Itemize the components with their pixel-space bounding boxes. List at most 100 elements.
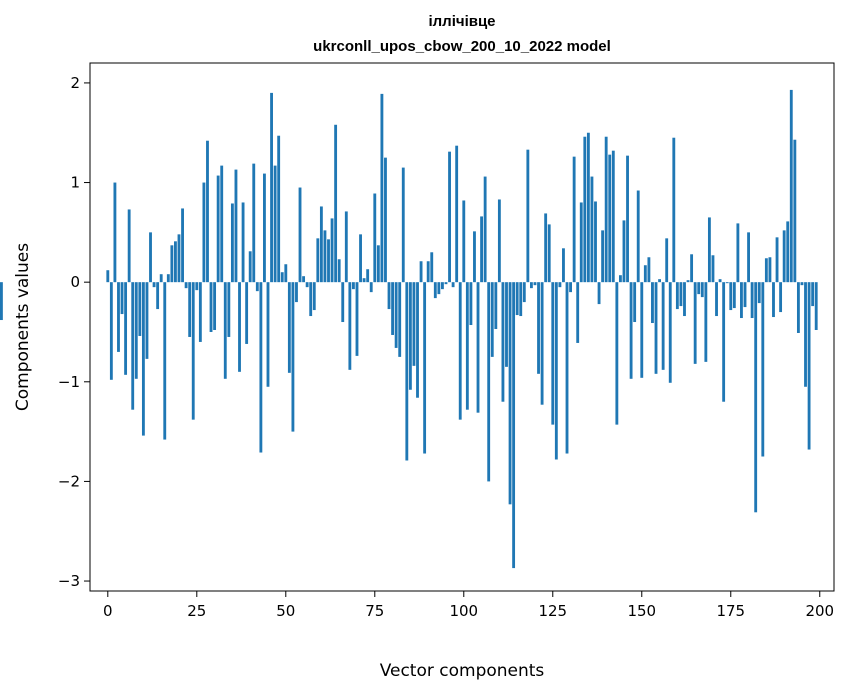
bar: [715, 282, 718, 317]
bar: [106, 270, 110, 283]
bar: [722, 282, 726, 402]
bar: [533, 282, 537, 286]
bar: [750, 282, 754, 319]
bar: [341, 282, 345, 323]
bar: [718, 279, 722, 283]
bar: [408, 282, 412, 390]
bar: [419, 261, 423, 283]
bar: [480, 216, 484, 283]
bar: [768, 257, 772, 283]
bar: [558, 282, 562, 288]
x-tick-label: 0: [103, 602, 113, 620]
bar: [804, 282, 807, 387]
bar: [572, 156, 576, 283]
y-tick-label: −1: [58, 373, 80, 391]
bar: [622, 220, 626, 283]
bar: [690, 254, 694, 283]
bar: [647, 257, 651, 283]
bar: [234, 169, 238, 283]
bar: [601, 230, 605, 283]
bar: [355, 282, 359, 356]
bar: [700, 282, 704, 298]
bar: [284, 264, 288, 283]
bar: [743, 282, 747, 308]
bar: [273, 165, 277, 283]
bar: [156, 282, 160, 310]
bar: [661, 282, 665, 370]
bar: [736, 223, 740, 283]
bar: [732, 282, 736, 309]
bar: [384, 157, 387, 283]
x-tick-label: 200: [805, 602, 834, 620]
bar: [359, 234, 362, 283]
bar: [266, 282, 270, 387]
bar: [184, 282, 188, 289]
bar: [462, 200, 466, 283]
bar: [754, 282, 758, 513]
bar: [426, 261, 430, 283]
bar: [640, 282, 644, 378]
bar: [611, 150, 615, 283]
bar: [597, 282, 601, 305]
bar: [796, 282, 800, 333]
bar: [811, 282, 815, 307]
bar: [437, 282, 441, 295]
bar: [554, 282, 558, 460]
bar: [170, 245, 174, 283]
bar: [280, 272, 284, 283]
bar: [615, 282, 619, 425]
bar: [305, 282, 309, 288]
bar: [505, 282, 508, 367]
bar: [772, 282, 775, 318]
bar: [594, 201, 597, 283]
bar: [629, 282, 633, 379]
bar: [394, 282, 398, 348]
bar: [277, 135, 281, 283]
bar: [223, 282, 227, 379]
bar: [707, 217, 711, 283]
y-tick-label: 2: [70, 74, 80, 92]
x-axis-label: Vector components: [380, 661, 545, 681]
bar: [401, 167, 405, 283]
bar: [298, 187, 302, 283]
bar: [704, 282, 708, 362]
bar: [473, 231, 476, 283]
bar: [373, 193, 377, 283]
bar: [177, 234, 181, 283]
bar: [604, 136, 608, 283]
bar: [793, 139, 797, 283]
bar: [569, 282, 572, 293]
bar: [686, 280, 690, 283]
bar: [679, 282, 683, 307]
bar: [618, 275, 622, 283]
bar: [782, 230, 786, 283]
bar: [348, 282, 352, 370]
bar: [675, 282, 679, 310]
bar: [145, 282, 149, 359]
bar: [576, 282, 580, 343]
bar: [494, 282, 498, 329]
bar: [490, 282, 494, 357]
bar: [259, 282, 263, 453]
bar: [166, 274, 170, 283]
bar: [405, 282, 409, 461]
bar: [729, 282, 733, 311]
bar: [387, 282, 391, 310]
bar: [512, 282, 516, 569]
bar: [626, 155, 629, 283]
bar: [245, 282, 249, 344]
bar: [519, 282, 523, 317]
bar: [202, 182, 206, 283]
bar: [764, 258, 768, 283]
bar: [319, 206, 323, 283]
bar: [362, 278, 366, 283]
bar: [508, 282, 512, 505]
bar: [636, 190, 640, 283]
bar: [672, 137, 676, 283]
bar: [565, 282, 569, 454]
bar: [483, 176, 487, 283]
y-axis-ticks: −3 −2 −1 0 1 2: [58, 74, 90, 590]
bar: [658, 279, 661, 283]
bar: [206, 140, 209, 283]
bar: [330, 218, 334, 283]
